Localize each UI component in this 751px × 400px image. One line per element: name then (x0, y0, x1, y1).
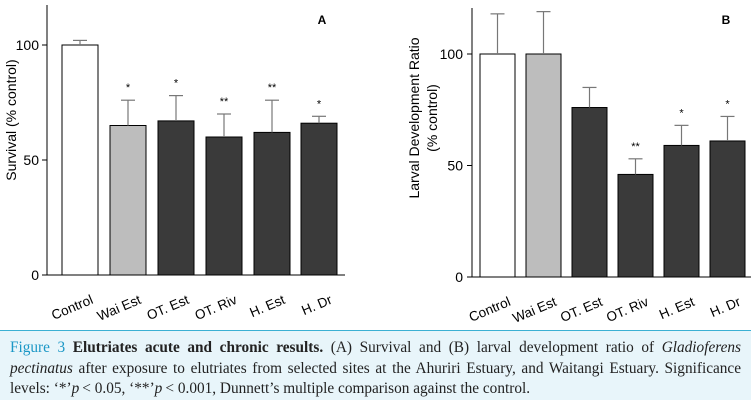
significance-label: ** (220, 96, 229, 108)
bar (571, 107, 608, 278)
bar (109, 125, 147, 276)
bar (525, 53, 562, 278)
bar (300, 122, 338, 276)
x-tick-label: H. Dr (299, 292, 334, 318)
bar (663, 144, 700, 278)
y-axis-title: Larval Development Ratio (% control) (406, 37, 440, 198)
y-axis-title: Survival (% control) (3, 59, 19, 180)
significance-label: ** (268, 82, 277, 94)
caption-p2: < 0.001, Dunnett’s multiple comparison a… (162, 380, 531, 397)
x-tick-label: H. Dr (708, 294, 743, 320)
caption-text-b: after exposure to elutriates from select… (10, 359, 741, 398)
caption-species: Gladioferens pectinatus (10, 339, 742, 377)
bar (205, 136, 243, 276)
panel-a-survival-chart: 0 50 100 Survival (% control) A Control * Wai E… (3, 5, 345, 324)
y-tick-label: 0 (31, 267, 39, 283)
bar (709, 140, 746, 278)
significance-label: * (679, 107, 684, 119)
panel-label: A (318, 13, 327, 27)
y-tick-label: 0 (455, 269, 463, 285)
significance-label: ** (631, 141, 640, 153)
significance-label: * (725, 98, 730, 110)
caption-figure-label: Figure 3 (10, 339, 66, 356)
x-tick-label: OT. Riv (193, 292, 240, 323)
x-tick-label: Wai Est (95, 292, 143, 324)
significance-label: * (126, 82, 131, 94)
bar (617, 173, 654, 278)
x-tick-label: OT. Est (558, 294, 605, 325)
significance-label: * (174, 78, 179, 90)
caption-title: Elutriates acute and chronic results. (72, 339, 324, 356)
x-tick-label: OT. Est (145, 292, 192, 323)
caption-p1: < 0.05, ‘**’ (79, 380, 155, 397)
x-tick-label: Control (467, 294, 513, 325)
y-tick-label: 50 (23, 152, 39, 168)
y-tick-label: 100 (440, 46, 464, 62)
bar (157, 120, 195, 276)
x-tick-label: Wai Est (510, 294, 558, 326)
y-tick-label: 50 (447, 158, 463, 174)
x-tick-label: H. Est (657, 294, 697, 322)
x-tick-label: OT. Riv (604, 294, 651, 325)
figure-caption: Figure 3 Elutriates acute and chronic re… (0, 330, 751, 400)
bar (61, 44, 99, 276)
x-tick-label: Control (49, 292, 95, 323)
caption-text-a: (A) Survival and (B) larval development … (330, 339, 655, 356)
y-tick-label: 100 (16, 37, 40, 53)
panel-label: B (722, 13, 731, 27)
x-tick-label: H. Est (247, 292, 287, 320)
bar (479, 53, 516, 278)
bar (253, 131, 291, 276)
figure-charts: 0 50 100 Survival (% control) A Control * Wai E… (3, 5, 751, 326)
significance-label: * (317, 98, 322, 110)
